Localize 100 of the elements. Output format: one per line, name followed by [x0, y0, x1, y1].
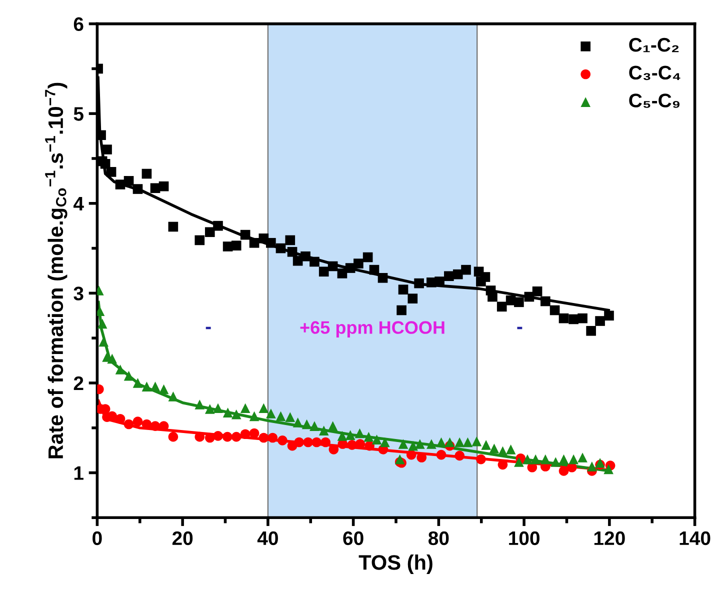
point: [568, 454, 578, 464]
point: [278, 436, 288, 446]
point: [354, 428, 365, 438]
point: [320, 437, 330, 448]
point: [394, 454, 405, 464]
point: [285, 412, 296, 422]
point: [150, 421, 160, 431]
point: [522, 454, 532, 464]
point: [558, 466, 569, 476]
point: [303, 437, 313, 448]
point: [194, 400, 205, 410]
x-tick-label: 0: [92, 531, 102, 546]
y-tick-label: 2: [74, 376, 84, 390]
point: [292, 418, 303, 428]
point: [231, 432, 242, 442]
point: [372, 434, 382, 444]
point: [506, 444, 516, 454]
legend-label: C₃-C₄: [629, 66, 680, 80]
y-tick-label: 5: [74, 107, 84, 121]
point: [345, 430, 356, 440]
point: [258, 403, 269, 414]
x-tick-label: 80: [428, 531, 449, 546]
point: [115, 364, 126, 374]
point: [454, 450, 465, 461]
y-tick-label: 1: [74, 466, 84, 480]
point: [213, 403, 223, 414]
point: [124, 419, 134, 430]
point: [158, 384, 169, 394]
x-axis-title: TOS (h): [358, 554, 432, 574]
point: [578, 452, 588, 462]
point: [213, 431, 223, 441]
point: [231, 409, 242, 420]
point: [132, 416, 143, 426]
point: [328, 421, 338, 431]
point: [249, 411, 260, 422]
point: [132, 378, 143, 388]
y-tick-label: 6: [74, 17, 84, 32]
point: [444, 437, 455, 448]
legend-label: C₁-C₂: [629, 38, 679, 52]
point: [550, 457, 561, 467]
x-tick-label: 40: [257, 531, 278, 546]
point: [318, 426, 329, 436]
point: [310, 421, 320, 431]
x-tick-label: 120: [594, 531, 625, 546]
point: [107, 354, 118, 364]
point: [489, 444, 500, 454]
point: [558, 454, 569, 464]
point: [364, 432, 374, 442]
point: [364, 440, 374, 451]
point: [540, 454, 550, 464]
point: [498, 446, 508, 456]
point: [168, 392, 178, 402]
point: [472, 436, 482, 446]
point: [97, 318, 108, 329]
point: [337, 431, 348, 441]
point: [258, 432, 269, 443]
point: [268, 432, 278, 443]
x-tick-label: 140: [680, 531, 710, 546]
y-axis-title: Rate of formation (mole.g$_{Co}$$^{−1}$.s$^{−1}$.10$^{−7}$): [45, 82, 68, 458]
point: [240, 403, 250, 414]
point: [294, 437, 304, 448]
point: [249, 428, 260, 438]
point: [398, 439, 408, 449]
point: [426, 439, 436, 449]
point: [194, 432, 205, 442]
point: [302, 419, 312, 430]
point: [436, 437, 446, 448]
point: [436, 450, 446, 460]
point: [476, 454, 486, 464]
point: [380, 437, 390, 448]
point: [414, 439, 425, 449]
point: [454, 437, 465, 448]
band-label: +65 ppm HCOOH: [300, 321, 444, 338]
point: [115, 414, 126, 424]
point: [481, 440, 491, 450]
point: [514, 457, 524, 467]
point: [347, 440, 357, 450]
point: [406, 450, 416, 460]
annotation: -: [206, 326, 211, 330]
point: [266, 408, 276, 418]
point: [204, 404, 215, 414]
point: [222, 432, 232, 442]
point: [124, 370, 134, 381]
point: [168, 432, 178, 442]
x-tick-label: 60: [343, 531, 364, 546]
point: [222, 408, 233, 418]
point: [240, 429, 250, 440]
point: [462, 437, 473, 448]
x-tick-label: 20: [172, 531, 193, 546]
point: [312, 437, 322, 448]
point: [276, 411, 286, 422]
point: [204, 432, 215, 443]
point: [604, 464, 614, 474]
y-tick-label: 4: [73, 197, 84, 210]
point: [587, 462, 597, 472]
legend-label: C₅-C₉: [629, 94, 680, 108]
x-tick-label: 100: [509, 531, 540, 546]
point: [142, 382, 152, 392]
point: [150, 382, 160, 392]
annotation: -: [517, 326, 522, 330]
